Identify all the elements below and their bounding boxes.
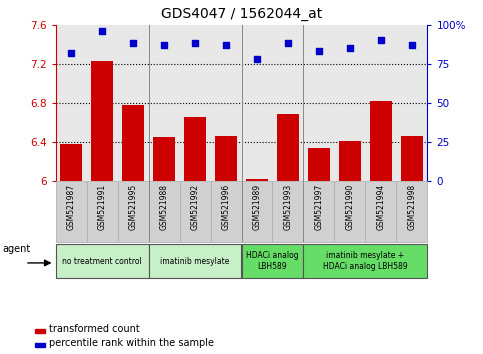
Bar [86,181,117,242]
Bar [35,343,45,347]
Bar [401,136,423,354]
Text: transformed count: transformed count [49,324,140,335]
Title: GDS4047 / 1562044_at: GDS4047 / 1562044_at [161,7,322,21]
Bar [211,181,242,242]
Bar [153,137,175,354]
Bar [215,136,237,354]
Bar [303,244,427,278]
Text: HDACi analog
LBH589: HDACi analog LBH589 [246,251,299,271]
Point [284,41,292,46]
Point [160,42,168,48]
Point [253,56,261,62]
Bar [117,181,149,242]
Bar [397,181,427,242]
Bar [149,244,242,278]
Bar [56,244,149,278]
Bar [60,144,82,354]
Bar [272,181,303,242]
Point [67,50,75,56]
Bar [184,117,206,354]
Bar [122,104,144,354]
Text: GSM521993: GSM521993 [284,184,293,230]
Text: percentile rank within the sample: percentile rank within the sample [49,338,214,348]
Point [315,48,323,54]
Bar [334,181,366,242]
Bar [149,181,180,242]
Text: no treatment control: no treatment control [62,257,142,266]
Text: GSM521992: GSM521992 [190,184,199,230]
Bar [91,61,113,354]
Text: GSM521990: GSM521990 [345,184,355,230]
Text: imatinib mesylate: imatinib mesylate [160,257,230,266]
Bar [339,141,361,354]
Text: agent: agent [3,244,31,254]
Bar [370,101,392,354]
Point [98,28,106,34]
Point [377,38,385,43]
Text: GSM521996: GSM521996 [222,184,230,230]
Point [222,42,230,48]
Bar [242,244,303,278]
Point [191,41,199,46]
Text: GSM521991: GSM521991 [98,184,107,230]
Bar [308,148,330,354]
Text: imatinib mesylate +
HDACi analog LBH589: imatinib mesylate + HDACi analog LBH589 [323,251,408,271]
Text: GSM521995: GSM521995 [128,184,138,230]
Point [346,45,354,51]
Bar [35,329,45,333]
Text: GSM521997: GSM521997 [314,184,324,230]
Point [408,42,416,48]
Bar [303,181,334,242]
Bar [246,179,268,354]
Bar [242,181,272,242]
Bar [366,181,397,242]
Text: GSM521998: GSM521998 [408,184,416,230]
Bar [56,181,86,242]
Bar [180,181,211,242]
Point [129,41,137,46]
Text: GSM521988: GSM521988 [159,184,169,230]
Text: GSM521994: GSM521994 [376,184,385,230]
Bar [277,114,299,354]
Text: GSM521989: GSM521989 [253,184,261,230]
Text: GSM521987: GSM521987 [67,184,75,230]
